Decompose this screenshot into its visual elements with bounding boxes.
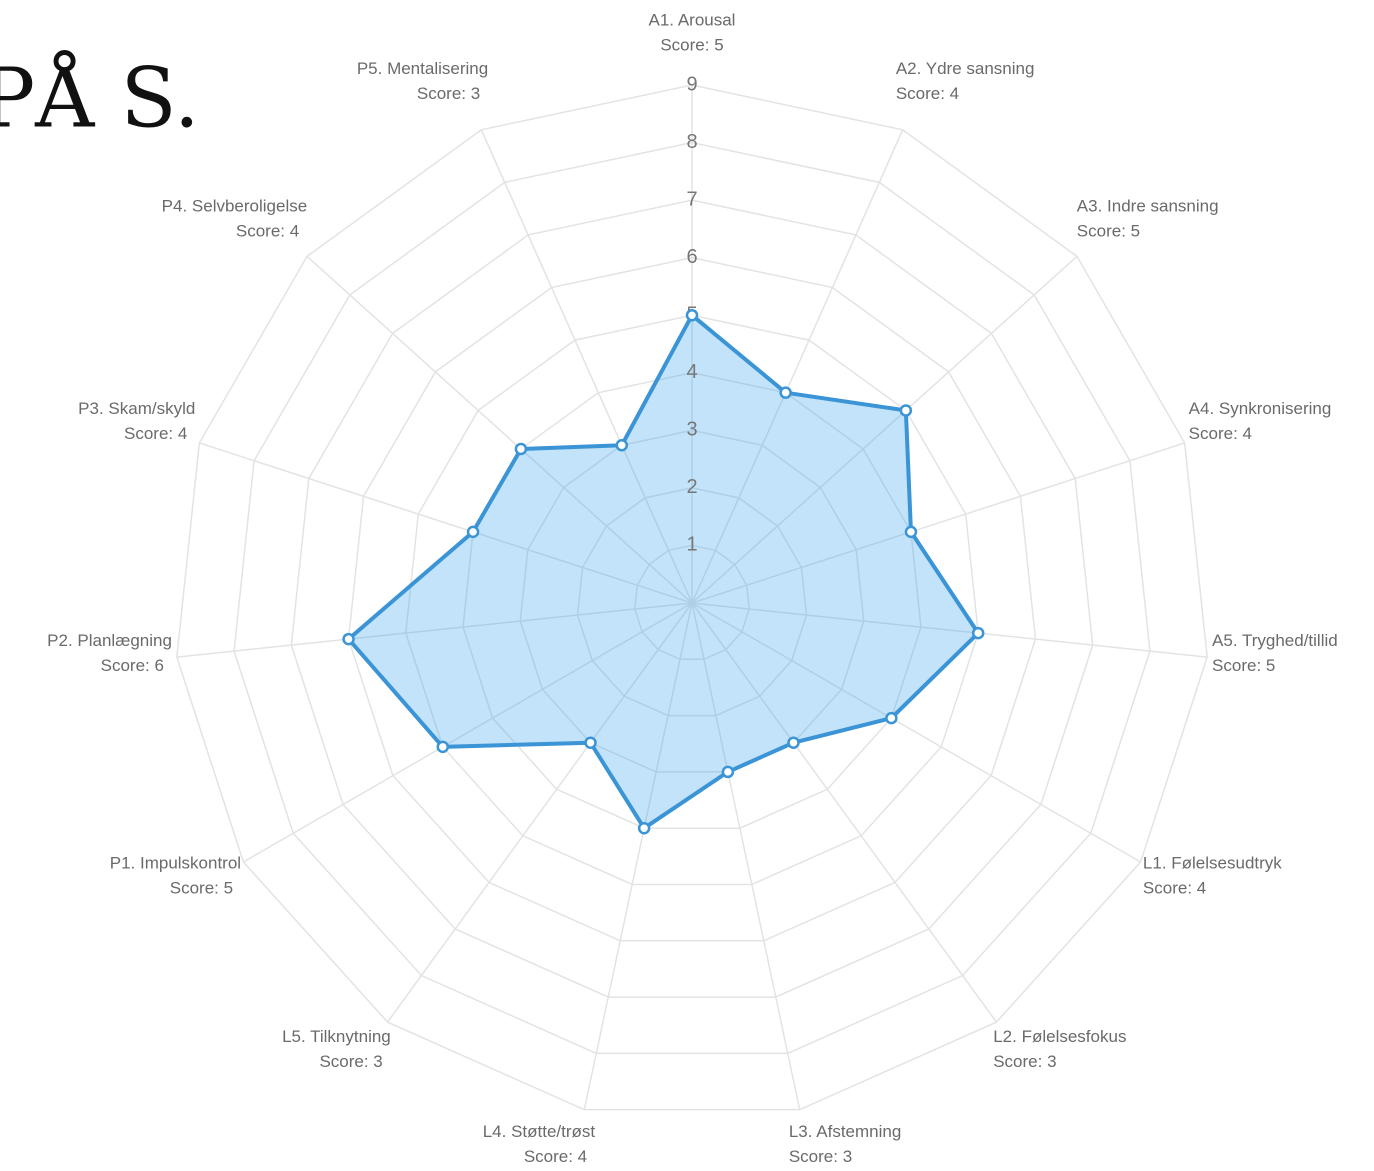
axis-label: P4. Selvberoligelse [162, 196, 308, 215]
radar-point [904, 525, 918, 539]
spoke [691, 602, 1141, 863]
radar-area [346, 313, 981, 831]
radar-point [899, 404, 913, 417]
axis-label: P3. Skam/skyld [78, 399, 195, 418]
tick-label: 9 [686, 73, 697, 95]
title-fragment: PÅ S. [0, 50, 200, 147]
grid-ring [576, 487, 808, 717]
score-label: Score: 5 [1212, 656, 1275, 675]
score-label: Score: 4 [1143, 878, 1206, 897]
axis-label: L2. Følelsesfokus [993, 1027, 1126, 1046]
radar-point [787, 736, 800, 749]
grid-ring [405, 314, 979, 886]
spoke [583, 602, 693, 1110]
radar-point [514, 442, 528, 456]
spoke [691, 129, 904, 604]
grid-ring [176, 84, 1208, 1111]
tick-label: 8 [686, 131, 697, 153]
score-label: Score: 3 [417, 84, 480, 103]
spoke [691, 602, 801, 1110]
score-label: Score: 4 [124, 424, 187, 443]
tick-label: 6 [686, 246, 697, 268]
spoke [386, 602, 693, 1023]
axis-label: L3. Afstemning [789, 1122, 901, 1141]
tick-label: 4 [686, 361, 697, 383]
spoke [243, 602, 693, 863]
axis-label: L4. Støtte/trøst [483, 1122, 596, 1141]
axis-label: A1. Arousal [649, 10, 736, 29]
radar-point [466, 525, 480, 539]
grid-ring [233, 141, 1151, 1055]
spoke [199, 442, 693, 604]
spoke [691, 602, 998, 1023]
score-label: Score: 4 [524, 1147, 587, 1166]
radar-point [436, 740, 450, 754]
spoke [691, 442, 1185, 604]
score-label: Score: 5 [660, 35, 723, 54]
grid-ring [633, 544, 751, 661]
radar-point [584, 736, 597, 749]
tick-label: 3 [686, 419, 697, 441]
axis-label: P5. Mentalisering [357, 59, 488, 78]
grid-ring [519, 429, 865, 773]
tick-label: 1 [686, 534, 697, 556]
radar-point [685, 308, 699, 322]
axis-label: L1. Følelsesudtryk [1143, 853, 1282, 872]
tick-label: 2 [686, 476, 697, 498]
axis-label: A4. Synkronisering [1189, 399, 1332, 418]
score-label: Score: 4 [1189, 424, 1252, 443]
tick-label: 7 [686, 188, 697, 210]
axis-label: A2. Ydre sansning [896, 59, 1035, 78]
spoke [691, 602, 1208, 658]
axis-label: A5. Tryghed/tillid [1212, 631, 1338, 650]
radar-point [885, 711, 898, 725]
axis-label: P2. Planlægning [47, 631, 172, 650]
spoke [306, 255, 693, 604]
radar-point [971, 626, 985, 640]
radar-point [721, 765, 735, 779]
grid-ring [347, 256, 1037, 942]
score-label: Score: 3 [789, 1147, 852, 1166]
score-label: Score: 6 [101, 656, 164, 675]
score-label: Score: 5 [170, 878, 233, 897]
spoke [176, 602, 693, 658]
spoke [691, 255, 1078, 604]
radar-point [637, 821, 651, 835]
radar-point [342, 632, 355, 646]
score-label: Score: 4 [236, 221, 299, 240]
radar-point [615, 439, 629, 452]
axis-label: A3. Indre sansning [1077, 196, 1219, 215]
grid-ring [290, 199, 1094, 998]
axis-label: L5. Tilknytning [282, 1027, 391, 1046]
score-label: Score: 5 [1077, 221, 1140, 240]
score-label: Score: 4 [896, 84, 959, 103]
score-label: Score: 3 [319, 1052, 382, 1071]
spoke [480, 129, 693, 604]
radar-point [779, 386, 792, 399]
axis-label: P1. Impulskontrol [110, 853, 241, 872]
score-label: Score: 3 [993, 1052, 1056, 1071]
